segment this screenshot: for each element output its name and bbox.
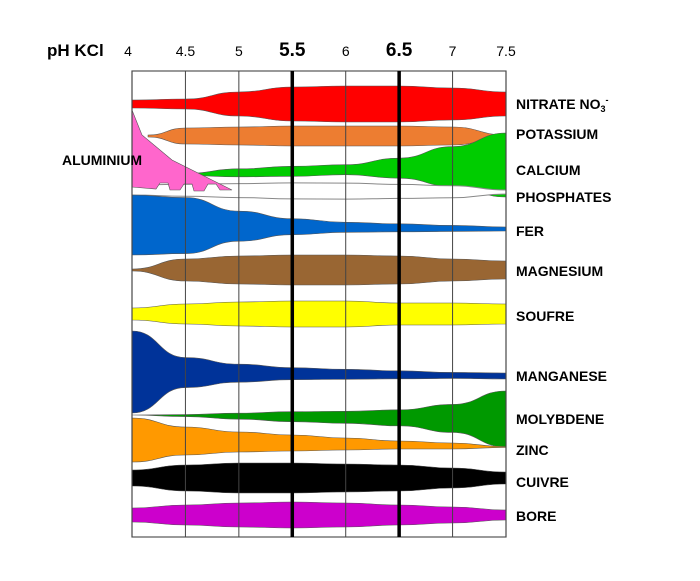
band-aluminium (131, 109, 233, 192)
tick-label: 7 (449, 43, 457, 59)
tick-label: 5.5 (279, 40, 306, 61)
label-calcium: CALCIUM (516, 162, 581, 178)
tick-label: 4.5 (176, 43, 196, 59)
band-manganese (131, 330, 507, 414)
tick-label: 6.5 (386, 40, 413, 61)
band-phosphates (131, 182, 507, 200)
axis-title: pH KCl (47, 41, 104, 60)
label-zinc: ZINC (516, 442, 549, 458)
band-fer (131, 194, 507, 256)
label-bore: BORE (516, 508, 556, 524)
tick-label: 4 (124, 43, 132, 59)
band-magnesium (131, 254, 507, 286)
label-fer: FER (516, 223, 544, 239)
band-cuivre (131, 462, 507, 494)
band-soufre (131, 300, 507, 328)
tick-label: 5 (235, 43, 243, 59)
band-nitrate-no (131, 85, 507, 123)
band-bore (131, 501, 507, 529)
label-potassium: POTASSIUM (516, 126, 598, 142)
label-cuivre: CUIVRE (516, 474, 569, 490)
label-molybdene: MOLYBDENE (516, 411, 604, 427)
tick-label: 7.5 (496, 43, 516, 59)
label-nitrate-no: NITRATE NO3- (516, 95, 609, 114)
label-manganese: MANGANESE (516, 368, 607, 384)
label-phosphates: PHOSPHATES (516, 189, 611, 205)
label-aluminium: ALUMINIUM (62, 152, 142, 168)
label-soufre: SOUFRE (516, 308, 574, 324)
tick-label: 6 (342, 43, 350, 59)
label-magnesium: MAGNESIUM (516, 263, 603, 279)
